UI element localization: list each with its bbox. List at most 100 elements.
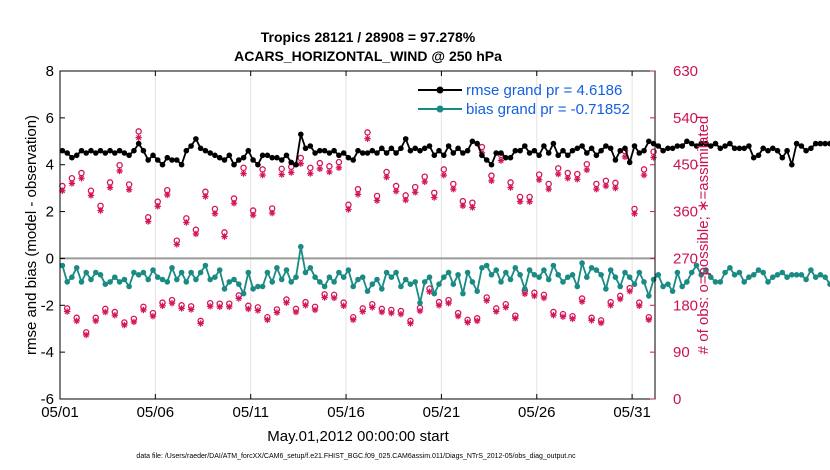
- y-tick-label-left: 6: [46, 110, 54, 127]
- rmse-point: [569, 147, 576, 154]
- asterisk-stroke: [426, 289, 433, 295]
- bias-point: [441, 274, 447, 281]
- bias-point: [626, 274, 633, 281]
- asterisk-stroke: [131, 319, 137, 325]
- obs-assimilated-marker: [626, 288, 633, 295]
- rmse-point: [474, 140, 481, 147]
- asterisk-stroke: [383, 174, 390, 180]
- obs-assimilated-marker: [497, 157, 505, 164]
- asterisk-stroke: [641, 172, 647, 178]
- rmse-point: [59, 147, 66, 154]
- rmse-point: [188, 143, 194, 149]
- rmse-point: [245, 147, 252, 154]
- obs-assimilated-marker: [488, 177, 495, 185]
- asterisk-stroke: [569, 316, 576, 322]
- y-tick-label-left: 8: [46, 63, 54, 80]
- bias-point: [741, 279, 747, 285]
- bias-point: [593, 267, 600, 273]
- y-tick-label-right: 90: [673, 344, 690, 361]
- obs-assimilated-marker: [473, 317, 481, 325]
- bias-point: [150, 267, 156, 273]
- rmse-point: [250, 157, 256, 163]
- obs-assimilated-marker: [173, 241, 181, 248]
- rmse-point: [579, 143, 585, 149]
- bias-point: [221, 286, 228, 292]
- rmse-point: [626, 159, 633, 166]
- obs-assimilated-marker: [145, 218, 152, 225]
- rmse-point: [817, 140, 824, 147]
- rmse-point: [646, 138, 652, 145]
- obs-assimilated-marker: [550, 311, 557, 319]
- obs-possible-marker: [135, 128, 142, 135]
- obs-assimilated-marker: [102, 308, 109, 316]
- bias-point: [827, 281, 830, 287]
- obs-assimilated-marker: [78, 175, 85, 182]
- obs-assimilated-marker: [593, 185, 600, 193]
- x-tick-label: 05/31: [613, 404, 651, 421]
- bias-point: [755, 267, 762, 273]
- rmse-point: [140, 147, 147, 154]
- asterisk-stroke: [445, 300, 452, 306]
- bias-point: [83, 269, 89, 276]
- bias-point: [660, 283, 666, 290]
- obs-assimilated-marker: [483, 297, 490, 304]
- asterisk-stroke: [174, 241, 180, 248]
- rmse-point: [383, 150, 390, 156]
- rmse-point: [507, 154, 514, 161]
- bias-point: [140, 269, 147, 276]
- bias-point: [64, 279, 70, 285]
- rmse-point: [665, 145, 671, 152]
- rmse-point: [550, 140, 557, 147]
- bias-point: [298, 243, 304, 250]
- bias-point: [722, 269, 728, 276]
- rmse-point: [426, 143, 433, 149]
- asterisk-stroke: [183, 219, 190, 226]
- bias-point: [803, 276, 809, 283]
- bias-point: [545, 276, 552, 283]
- rmse-point: [135, 140, 142, 147]
- obs-assimilated-marker: [369, 304, 376, 311]
- y-tick-label-right: 540: [673, 110, 698, 127]
- rmse-point: [545, 150, 552, 156]
- asterisk-stroke: [326, 169, 333, 175]
- bias-point: [145, 276, 151, 283]
- bias-point: [822, 274, 828, 281]
- bias-point: [131, 269, 137, 276]
- bias-point: [374, 276, 380, 283]
- bias-point: [116, 279, 123, 285]
- y-tick-label-left: -4: [41, 344, 54, 361]
- asterisk-stroke: [259, 172, 266, 178]
- obs-assimilated-marker: [149, 313, 157, 320]
- rmse-point: [631, 143, 638, 149]
- rmse-point: [703, 140, 709, 147]
- legend: rmse grand pr = 4.6186 bias grand pr = -…: [418, 82, 630, 118]
- rmse-point: [231, 161, 237, 168]
- rmse-point: [97, 147, 104, 154]
- obs-assimilated-marker: [440, 171, 447, 179]
- rmse-point: [565, 152, 571, 159]
- obs-assimilated-marker: [330, 294, 338, 302]
- asterisk-stroke: [264, 317, 271, 323]
- bias-point: [770, 274, 776, 281]
- bias-point: [107, 279, 113, 285]
- asterisk-stroke: [374, 197, 380, 204]
- obs-assimilated-marker: [512, 315, 519, 322]
- bias-point: [812, 274, 819, 281]
- asterisk-stroke: [522, 291, 528, 297]
- legend-rmse-label: rmse grand pr = 4.6186: [466, 82, 622, 99]
- asterisk-stroke: [112, 312, 118, 318]
- bias-point: [274, 265, 280, 271]
- asterisk-stroke: [331, 295, 337, 301]
- bias-point: [193, 276, 199, 283]
- obs-assimilated-marker: [602, 182, 610, 190]
- obs-assimilated-marker: [431, 194, 438, 201]
- bias-point: [135, 272, 142, 278]
- rmse-point: [169, 157, 175, 163]
- rmse-point: [69, 154, 75, 161]
- rmse-point: [298, 131, 304, 138]
- rmse-point: [345, 154, 352, 161]
- bias-point: [93, 269, 99, 276]
- obs-assimilated-marker: [259, 171, 266, 179]
- asterisk-stroke: [450, 186, 456, 192]
- rmse-point: [750, 154, 757, 161]
